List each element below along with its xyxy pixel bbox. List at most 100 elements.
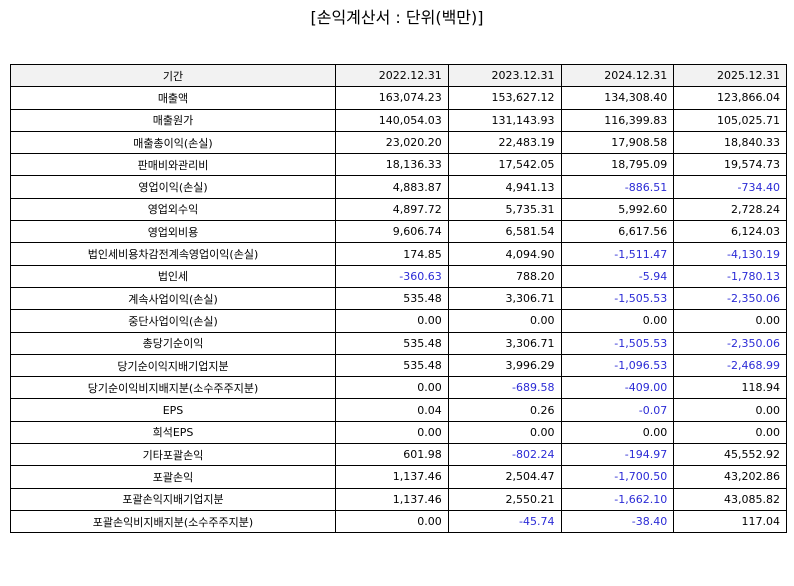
value-cell: 118.94 xyxy=(673,376,787,400)
row-label: 매출원가 xyxy=(10,108,336,132)
value-cell: 0.00 xyxy=(447,420,562,445)
value-cell: 22,483.19 xyxy=(447,130,562,155)
value-cell: 131,143.93 xyxy=(447,108,562,132)
value-cell: 4,941.13 xyxy=(447,175,562,199)
table-row: 매출총이익(손실) 23,020.20 22,483.19 17,908.58 18,8… xyxy=(10,130,787,155)
table-row: 판매비와관리비 18,136.33 17,542.05 18,795.09 19,574… xyxy=(10,153,787,177)
table-row: 당기순이익비지배지분(소수주주지분) 0.00 -689.58 -409.00 118.… xyxy=(10,376,787,400)
value-cell: 0.00 xyxy=(447,309,562,333)
value-cell: 0.00 xyxy=(335,509,449,534)
row-label: 포괄손익비지배지분(소수주주지분) xyxy=(10,509,336,534)
value-cell: 0.00 xyxy=(335,420,449,445)
row-label: 영업이익(손실) xyxy=(10,175,336,199)
value-cell: 4,883.87 xyxy=(335,175,449,199)
value-cell: -1,780.13 xyxy=(673,264,787,288)
table-row: 매출액 163,074.23 153,627.12 134,308.40 123,866… xyxy=(10,86,787,110)
value-cell: 6,581.54 xyxy=(447,220,562,244)
table-row: 중단사업이익(손실) 0.00 0.00 0.00 0.00 xyxy=(10,309,787,333)
table-row: 영업외비용 9,606.74 6,581.54 6,617.56 6,124.03 xyxy=(10,220,787,244)
table-body: 매출액 163,074.23 153,627.12 134,308.40 123,866… xyxy=(10,86,787,534)
value-cell: 19,574.73 xyxy=(673,153,787,177)
table-row: 포괄손익지배기업지분 1,137.46 2,550.21 -1,662.10 43,08… xyxy=(10,487,787,511)
value-cell: -2,468.99 xyxy=(673,353,787,378)
value-cell: -689.58 xyxy=(447,376,562,400)
row-label: 기타포괄손익 xyxy=(10,443,336,467)
value-cell: -38.40 xyxy=(560,509,675,534)
table-header-row: 기간 2022.12.31 2023.12.31 2024.12.31 2025… xyxy=(10,63,787,88)
value-cell: -886.51 xyxy=(560,175,675,199)
value-cell: 1,137.46 xyxy=(335,487,449,511)
value-cell: 17,908.58 xyxy=(560,130,675,155)
value-cell: 0.00 xyxy=(335,376,449,400)
value-cell: 9,606.74 xyxy=(335,220,449,244)
value-cell: 6,617.56 xyxy=(560,220,675,244)
column-header-year: 2023.12.31 xyxy=(447,63,562,88)
value-cell: 6,124.03 xyxy=(673,220,787,244)
value-cell: 5,735.31 xyxy=(447,197,562,222)
value-cell: 0.00 xyxy=(560,309,675,333)
value-cell: 123,866.04 xyxy=(673,86,787,110)
table-row: 법인세비용차감전계속영업이익(손실) 174.85 4,094.90 -1,511.4… xyxy=(10,242,787,266)
value-cell: -1,662.10 xyxy=(560,487,675,511)
row-label: 법인세 xyxy=(10,264,336,288)
value-cell: -4,130.19 xyxy=(673,242,787,266)
table-row: 희석EPS 0.00 0.00 0.00 0.00 xyxy=(10,420,787,445)
value-cell: 117.04 xyxy=(673,509,787,534)
income-statement-table: 기간 2022.12.31 2023.12.31 2024.12.31 2025… xyxy=(10,63,787,534)
table-row: 계속사업이익(손실) 535.48 3,306.71 -1,505.53 -2,350.… xyxy=(10,286,787,311)
column-header-year: 2024.12.31 xyxy=(560,63,675,88)
table-row: 당기순이익지배기업지분 535.48 3,996.29 -1,096.53 -2,468… xyxy=(10,353,787,378)
row-label: 매출총이익(손실) xyxy=(10,130,336,155)
table-row: 총당기순이익 535.48 3,306.71 -1,505.53 -2,350.06 xyxy=(10,331,787,355)
row-label: 당기순이익비지배지분(소수주주지분) xyxy=(10,376,336,400)
table-row: 법인세 -360.63 788.20 -5.94 -1,780.13 xyxy=(10,264,787,288)
column-header-period: 기간 xyxy=(10,63,336,88)
value-cell: -45.74 xyxy=(447,509,562,534)
value-cell: 535.48 xyxy=(335,286,449,311)
table-row: 포괄손익비지배지분(소수주주지분) 0.00 -45.74 -38.40 117.04 xyxy=(10,509,787,534)
value-cell: 43,085.82 xyxy=(673,487,787,511)
row-label: 포괄손익지배기업지분 xyxy=(10,487,336,511)
row-label: EPS xyxy=(10,398,336,422)
row-label: 영업외비용 xyxy=(10,220,336,244)
value-cell: 601.98 xyxy=(335,443,449,467)
value-cell: 535.48 xyxy=(335,331,449,355)
table-row: 매출원가 140,054.03 131,143.93 116,399.83 105,02… xyxy=(10,108,787,132)
value-cell: 5,992.60 xyxy=(560,197,675,222)
value-cell: -2,350.06 xyxy=(673,286,787,311)
value-cell: 0.00 xyxy=(560,420,675,445)
value-cell: -0.07 xyxy=(560,398,675,422)
value-cell: 1,137.46 xyxy=(335,465,449,489)
value-cell: 0.00 xyxy=(673,398,787,422)
value-cell: 0.00 xyxy=(335,309,449,333)
value-cell: 0.04 xyxy=(335,398,449,422)
table-row: 기타포괄손익 601.98 -802.24 -194.97 45,552.92 xyxy=(10,443,787,467)
value-cell: -1,511.47 xyxy=(560,242,675,266)
column-header-year: 2022.12.31 xyxy=(335,63,449,88)
row-label: 계속사업이익(손실) xyxy=(10,286,336,311)
table-row: 포괄손익 1,137.46 2,504.47 -1,700.50 43,202.86 xyxy=(10,465,787,489)
value-cell: 3,996.29 xyxy=(447,353,562,378)
value-cell: 23,020.20 xyxy=(335,130,449,155)
row-label: 매출액 xyxy=(10,86,336,110)
value-cell: -1,505.53 xyxy=(560,286,675,311)
value-cell: 0.26 xyxy=(447,398,562,422)
value-cell: 18,795.09 xyxy=(560,153,675,177)
value-cell: -1,700.50 xyxy=(560,465,675,489)
row-label: 당기순이익지배기업지분 xyxy=(10,353,336,378)
row-label: 법인세비용차감전계속영업이익(손실) xyxy=(10,242,336,266)
value-cell: -360.63 xyxy=(335,264,449,288)
value-cell: 116,399.83 xyxy=(560,108,675,132)
value-cell: 18,136.33 xyxy=(335,153,449,177)
value-cell: 140,054.03 xyxy=(335,108,449,132)
value-cell: 788.20 xyxy=(447,264,562,288)
value-cell: 4,094.90 xyxy=(447,242,562,266)
value-cell: -1,096.53 xyxy=(560,353,675,378)
value-cell: 134,308.40 xyxy=(560,86,675,110)
row-label: 총당기순이익 xyxy=(10,331,336,355)
value-cell: 174.85 xyxy=(335,242,449,266)
value-cell: -802.24 xyxy=(447,443,562,467)
table-row: EPS 0.04 0.26 -0.07 0.00 xyxy=(10,398,787,422)
value-cell: 0.00 xyxy=(673,309,787,333)
row-label: 영업외수익 xyxy=(10,197,336,222)
